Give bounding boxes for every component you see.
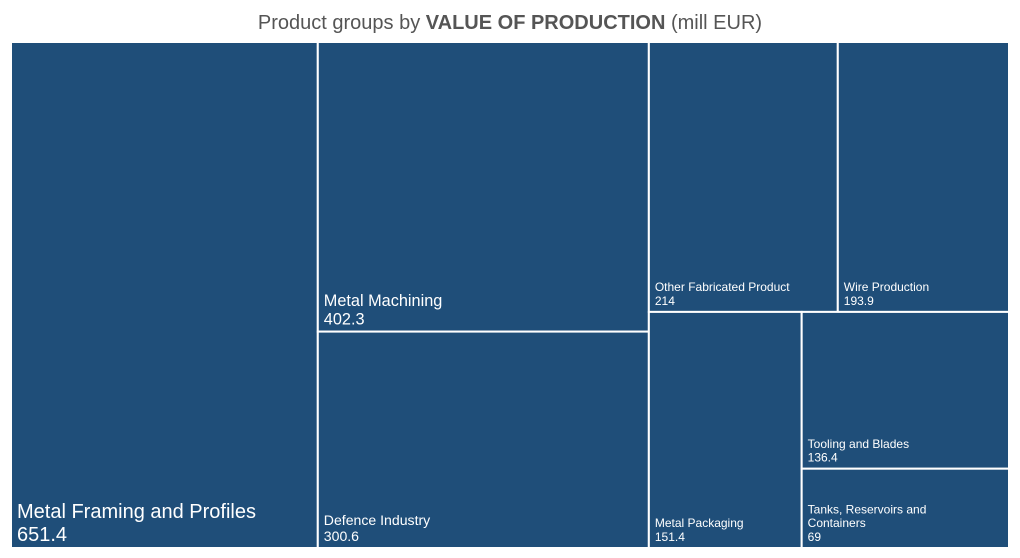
treemap-value-metal-packaging: 151.4 — [655, 530, 685, 544]
treemap-label-metal-framing-and-profiles: Metal Framing and Profiles — [17, 501, 256, 523]
treemap-value-defence-industry: 300.6 — [324, 528, 359, 544]
treemap-label-metal-packaging: Metal Packaging — [655, 516, 744, 530]
treemap-label-tooling-and-blades: Tooling and Blades — [808, 437, 909, 451]
treemap-rect-other-fabricated-product[interactable] — [647, 41, 839, 313]
treemap-rect-metal-framing-and-profiles[interactable] — [10, 41, 319, 549]
treemap-label-defence-industry: Defence Industry — [324, 512, 431, 528]
treemap-value-tooling-and-blades: 136.4 — [808, 451, 838, 465]
treemap-value-metal-machining: 402.3 — [324, 311, 365, 329]
treemap-value-other-fabricated-product: 214 — [655, 294, 675, 308]
treemap-rect-defence-industry[interactable] — [316, 330, 650, 549]
treemap-rect-metal-packaging[interactable] — [647, 310, 803, 549]
chart-title: Product groups by VALUE OF PRODUCTION (m… — [0, 12, 1020, 35]
treemap-label-tanks-reservoirs-and-containers: Tanks, Reservoirs and Containers — [808, 502, 927, 530]
treemap-value-wire-production: 193.9 — [844, 294, 874, 308]
treemap-rect-metal-machining[interactable] — [316, 41, 650, 333]
chart-title-suffix: (mill EUR) — [665, 12, 763, 34]
treemap-label-other-fabricated-product: Other Fabricated Product — [655, 280, 790, 294]
treemap-value-metal-framing-and-profiles: 651.4 — [17, 524, 67, 546]
chart-title-bold: VALUE OF PRODUCTION — [425, 12, 666, 34]
treemap-label-wire-production: Wire Production — [844, 280, 929, 294]
treemap-value-tanks-reservoirs-and-containers: 69 — [808, 530, 822, 544]
chart-title-prefix: Product groups by — [257, 12, 426, 34]
treemap-rect-wire-production[interactable] — [836, 41, 1010, 313]
treemap-rect-tanks-reservoirs-and-containers[interactable] — [800, 467, 1010, 549]
treemap-label-metal-machining: Metal Machining — [324, 292, 443, 310]
